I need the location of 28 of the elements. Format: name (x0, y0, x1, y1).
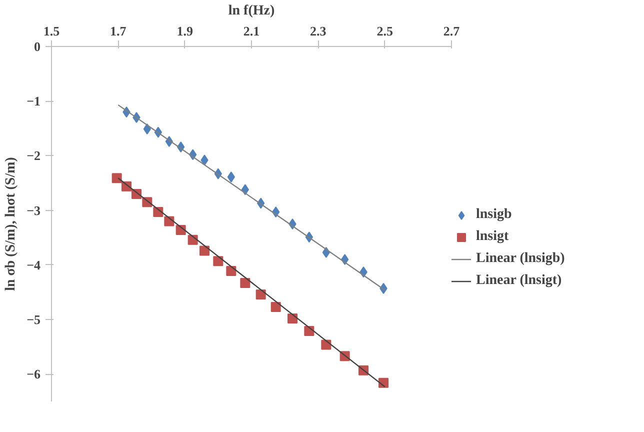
y-tick-label: −1 (26, 94, 41, 109)
x-tick-label: 2.3 (310, 24, 327, 38)
x-axis-title: ln f(Hz) (228, 4, 275, 18)
y-tick-label: −6 (26, 366, 41, 382)
legend-label: Linear (lnsigt) (476, 273, 562, 289)
point (240, 278, 250, 288)
y-tick-label: −4 (26, 257, 41, 272)
y-tick-label: 0 (34, 39, 40, 54)
y-tick-label: −3 (26, 202, 41, 218)
x-tick-label: 1.9 (176, 24, 194, 38)
legend-label: Linear (lnsigb) (476, 251, 565, 267)
legend-label: lnsigt (476, 229, 509, 245)
point (200, 246, 210, 256)
point (112, 173, 122, 184)
point (213, 256, 224, 266)
x-tick-label: 2.5 (376, 24, 394, 38)
point (270, 302, 281, 312)
point (256, 289, 266, 300)
y-tick-label: −5 (26, 312, 41, 328)
y-tick-label: −2 (26, 148, 41, 164)
x-tick-label: 2.1 (243, 24, 260, 38)
point (226, 266, 236, 276)
y-axis-title: ln σb (S/m), lnσt (S/m) (4, 156, 19, 291)
x-tick-label: 1.7 (110, 24, 127, 38)
x-tick-label: 2.7 (443, 24, 460, 38)
x-tick-label: 1.5 (43, 24, 60, 38)
legend-label: lnsigb (476, 207, 512, 223)
point (288, 313, 298, 324)
